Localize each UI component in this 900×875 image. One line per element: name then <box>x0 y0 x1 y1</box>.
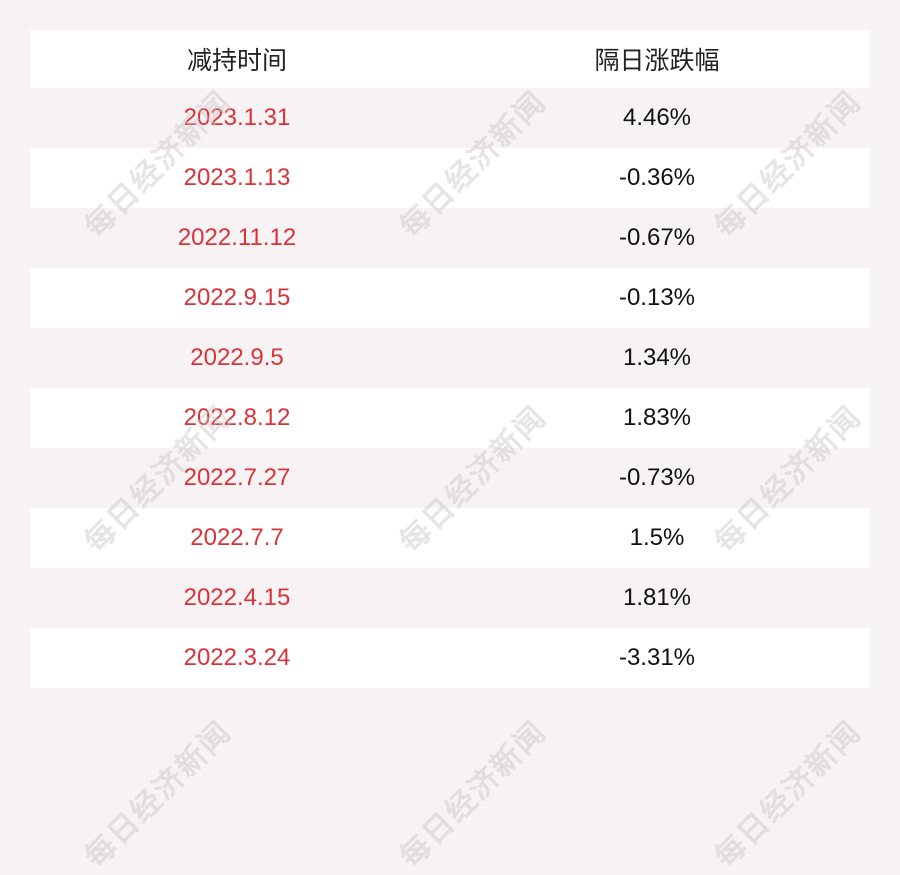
table-row: 2022.7.27 -0.73% <box>30 448 870 508</box>
change-cell: -0.73% <box>618 464 696 491</box>
date-cell: 2023.1.13 <box>183 164 291 191</box>
change-cell: -0.36% <box>618 164 696 191</box>
change-cell: 1.81% <box>622 584 692 611</box>
table-row: 2023.1.31 4.46% <box>30 88 870 148</box>
table-row: 2022.9.5 1.34% <box>30 328 870 388</box>
table-row: 2022.7.7 1.5% <box>30 508 870 568</box>
date-cell: 2022.7.27 <box>183 464 291 491</box>
date-cell: 2022.9.5 <box>190 344 284 371</box>
table-row: 2022.9.15 -0.13% <box>30 268 870 328</box>
table-row: 2022.8.12 1.83% <box>30 388 870 448</box>
date-cell: 2022.4.15 <box>183 584 291 611</box>
watermark: 每日经济新闻 <box>393 714 554 875</box>
change-cell: 1.5% <box>629 524 685 551</box>
table-row: 2022.4.15 1.81% <box>30 568 870 628</box>
change-cell: -0.67% <box>618 224 696 251</box>
change-cell: -3.31% <box>618 644 696 671</box>
watermark: 每日经济新闻 <box>708 714 869 875</box>
header-change: 隔日涨跌幅 <box>594 47 720 75</box>
change-cell: 1.34% <box>622 344 692 371</box>
table-row: 2022.11.12 -0.67% <box>30 208 870 268</box>
change-cell: 4.46% <box>622 104 692 131</box>
date-cell: 2023.1.31 <box>183 104 291 131</box>
watermark: 每日经济新闻 <box>78 714 239 875</box>
table-row: 2023.1.13 -0.36% <box>30 148 870 208</box>
date-cell: 2022.8.12 <box>183 404 291 431</box>
date-cell: 2022.11.12 <box>177 224 297 251</box>
date-cell: 2022.7.7 <box>190 524 284 551</box>
header-date: 减持时间 <box>186 47 287 75</box>
change-cell: -0.13% <box>618 284 696 311</box>
data-table: 减持时间 隔日涨跌幅 2023.1.31 4.46% 2023.1.13 -0.36%… <box>30 30 870 688</box>
table-header: 减持时间 隔日涨跌幅 <box>30 30 870 88</box>
table-row: 2022.3.24 -3.31% <box>30 628 870 688</box>
change-cell: 1.83% <box>622 404 692 431</box>
date-cell: 2022.3.24 <box>183 644 291 671</box>
date-cell: 2022.9.15 <box>183 284 291 311</box>
